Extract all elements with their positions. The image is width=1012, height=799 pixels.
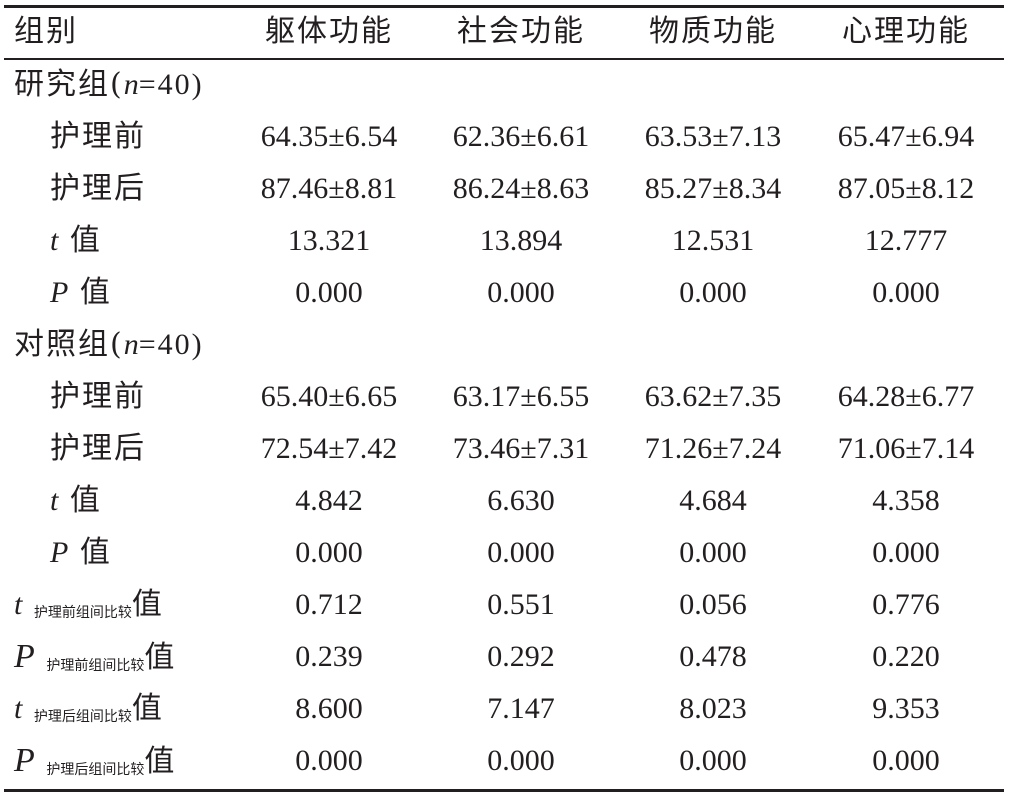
- table-row: t 值 13.321 13.894 12.531 12.777: [0, 215, 1012, 267]
- table-cell: 0.000: [872, 744, 940, 777]
- group-title-row: 对照组(n=40): [0, 319, 1012, 371]
- group-title-row: 研究组(n=40): [0, 59, 1012, 111]
- table-cell: 0.000: [679, 744, 747, 777]
- table-cell: 0.551: [487, 588, 555, 621]
- table-cell: 0.056: [679, 588, 747, 621]
- table-row: P 值 0.000 0.000 0.000 0.000: [0, 527, 1012, 579]
- table-cell: 86.24±8.63: [452, 172, 590, 205]
- header-rule: [4, 58, 1004, 60]
- comparison-row: P 护理后组间比较值 0.000 0.000 0.000 0.000: [0, 735, 1012, 787]
- table-row: 护理前 64.35±6.54 62.36±6.61 63.53±7.13 65.…: [0, 111, 1012, 163]
- table-cell: 0.000: [872, 536, 940, 569]
- table-cell: 64.28±6.77: [837, 380, 975, 413]
- table-cell: 62.36±6.61: [452, 120, 590, 153]
- header-physical-function: 躯体功能: [265, 14, 393, 49]
- table-cell: 65.40±6.65: [260, 380, 398, 413]
- table-cell: 87.46±8.81: [260, 172, 398, 205]
- comparison-row: t 护理前组间比较值 0.712 0.551 0.056 0.776: [0, 579, 1012, 631]
- table-cell: 85.27±8.34: [644, 172, 782, 205]
- comparison-row: t 护理后组间比较值 8.600 7.147 8.023 9.353: [0, 683, 1012, 735]
- table-cell: 0.000: [872, 276, 940, 309]
- row-label: t 值: [50, 483, 102, 518]
- row-label: P 值: [50, 535, 112, 570]
- comparison-label: P 护理前组间比较值: [14, 638, 177, 675]
- table-cell: 87.05±8.12: [837, 172, 975, 205]
- table-cell: 64.35±6.54: [260, 120, 398, 153]
- table-cell: 0.220: [872, 640, 940, 673]
- table-cell: 4.358: [872, 484, 940, 517]
- table-cell: 13.894: [479, 224, 563, 257]
- row-label: t 值: [50, 223, 102, 258]
- table-row: 护理前 65.40±6.65 63.17±6.55 63.62±7.35 64.…: [0, 371, 1012, 423]
- row-label: 护理前: [50, 119, 146, 154]
- table-row: 护理后 87.46±8.81 86.24±8.63 85.27±8.34 87.…: [0, 163, 1012, 215]
- table-cell: 0.000: [295, 276, 363, 309]
- group-title: 研究组(n=40): [14, 67, 204, 102]
- table-cell: 0.000: [487, 276, 555, 309]
- comparison-label: t 护理后组间比较值: [14, 691, 164, 726]
- comparison-label: t 护理前组间比较值: [14, 587, 164, 622]
- row-label: 护理前: [50, 379, 146, 414]
- top-rule: [4, 5, 1004, 8]
- table-cell: 4.842: [295, 484, 363, 517]
- header-social-function: 社会功能: [457, 14, 585, 49]
- table-cell: 63.17±6.55: [452, 380, 590, 413]
- table-cell: 12.777: [864, 224, 948, 257]
- table-cell: 0.712: [295, 588, 363, 621]
- table-cell: 0.000: [679, 276, 747, 309]
- table-cell: 73.46±7.31: [452, 432, 590, 465]
- table-cell: 9.353: [872, 692, 940, 725]
- table-cell: 0.000: [487, 744, 555, 777]
- table-cell: 13.321: [287, 224, 371, 257]
- header-group: 组别: [14, 14, 78, 49]
- table-cell: 65.47±6.94: [837, 120, 975, 153]
- bottom-rule: [4, 789, 1004, 792]
- row-label: 护理后: [50, 431, 146, 466]
- table-cell: 4.684: [679, 484, 747, 517]
- table-cell: 0.292: [487, 640, 555, 673]
- table-cell: 7.147: [487, 692, 555, 725]
- table-cell: 63.62±7.35: [644, 380, 782, 413]
- table-cell: 71.06±7.14: [837, 432, 975, 465]
- table-row: t 值 4.842 6.630 4.684 4.358: [0, 475, 1012, 527]
- table-cell: 0.000: [295, 536, 363, 569]
- header-row: 组别 躯体功能 社会功能 物质功能 心理功能: [0, 6, 1012, 58]
- comparison-label: P 护理后组间比较值: [14, 742, 177, 779]
- table-cell: 0.776: [872, 588, 940, 621]
- table-cell: 0.000: [679, 536, 747, 569]
- table-cell: 71.26±7.24: [644, 432, 782, 465]
- table-row: P 值 0.000 0.000 0.000 0.000: [0, 267, 1012, 319]
- row-label: 护理后: [50, 171, 146, 206]
- header-material-function: 物质功能: [649, 14, 777, 49]
- group-title: 对照组(n=40): [14, 327, 204, 362]
- row-label: P 值: [50, 275, 112, 310]
- table-cell: 0.000: [295, 744, 363, 777]
- header-psychological-function: 心理功能: [842, 14, 970, 49]
- comparison-row: P 护理前组间比较值 0.239 0.292 0.478 0.220: [0, 631, 1012, 683]
- table-cell: 72.54±7.42: [260, 432, 398, 465]
- table-cell: 63.53±7.13: [644, 120, 782, 153]
- table-cell: 8.600: [295, 692, 363, 725]
- table-cell: 8.023: [679, 692, 747, 725]
- table-cell: 6.630: [487, 484, 555, 517]
- table-cell: 12.531: [671, 224, 755, 257]
- table-row: 护理后 72.54±7.42 73.46±7.31 71.26±7.24 71.…: [0, 423, 1012, 475]
- table-cell: 0.478: [679, 640, 747, 673]
- table-cell: 0.239: [295, 640, 363, 673]
- table-cell: 0.000: [487, 536, 555, 569]
